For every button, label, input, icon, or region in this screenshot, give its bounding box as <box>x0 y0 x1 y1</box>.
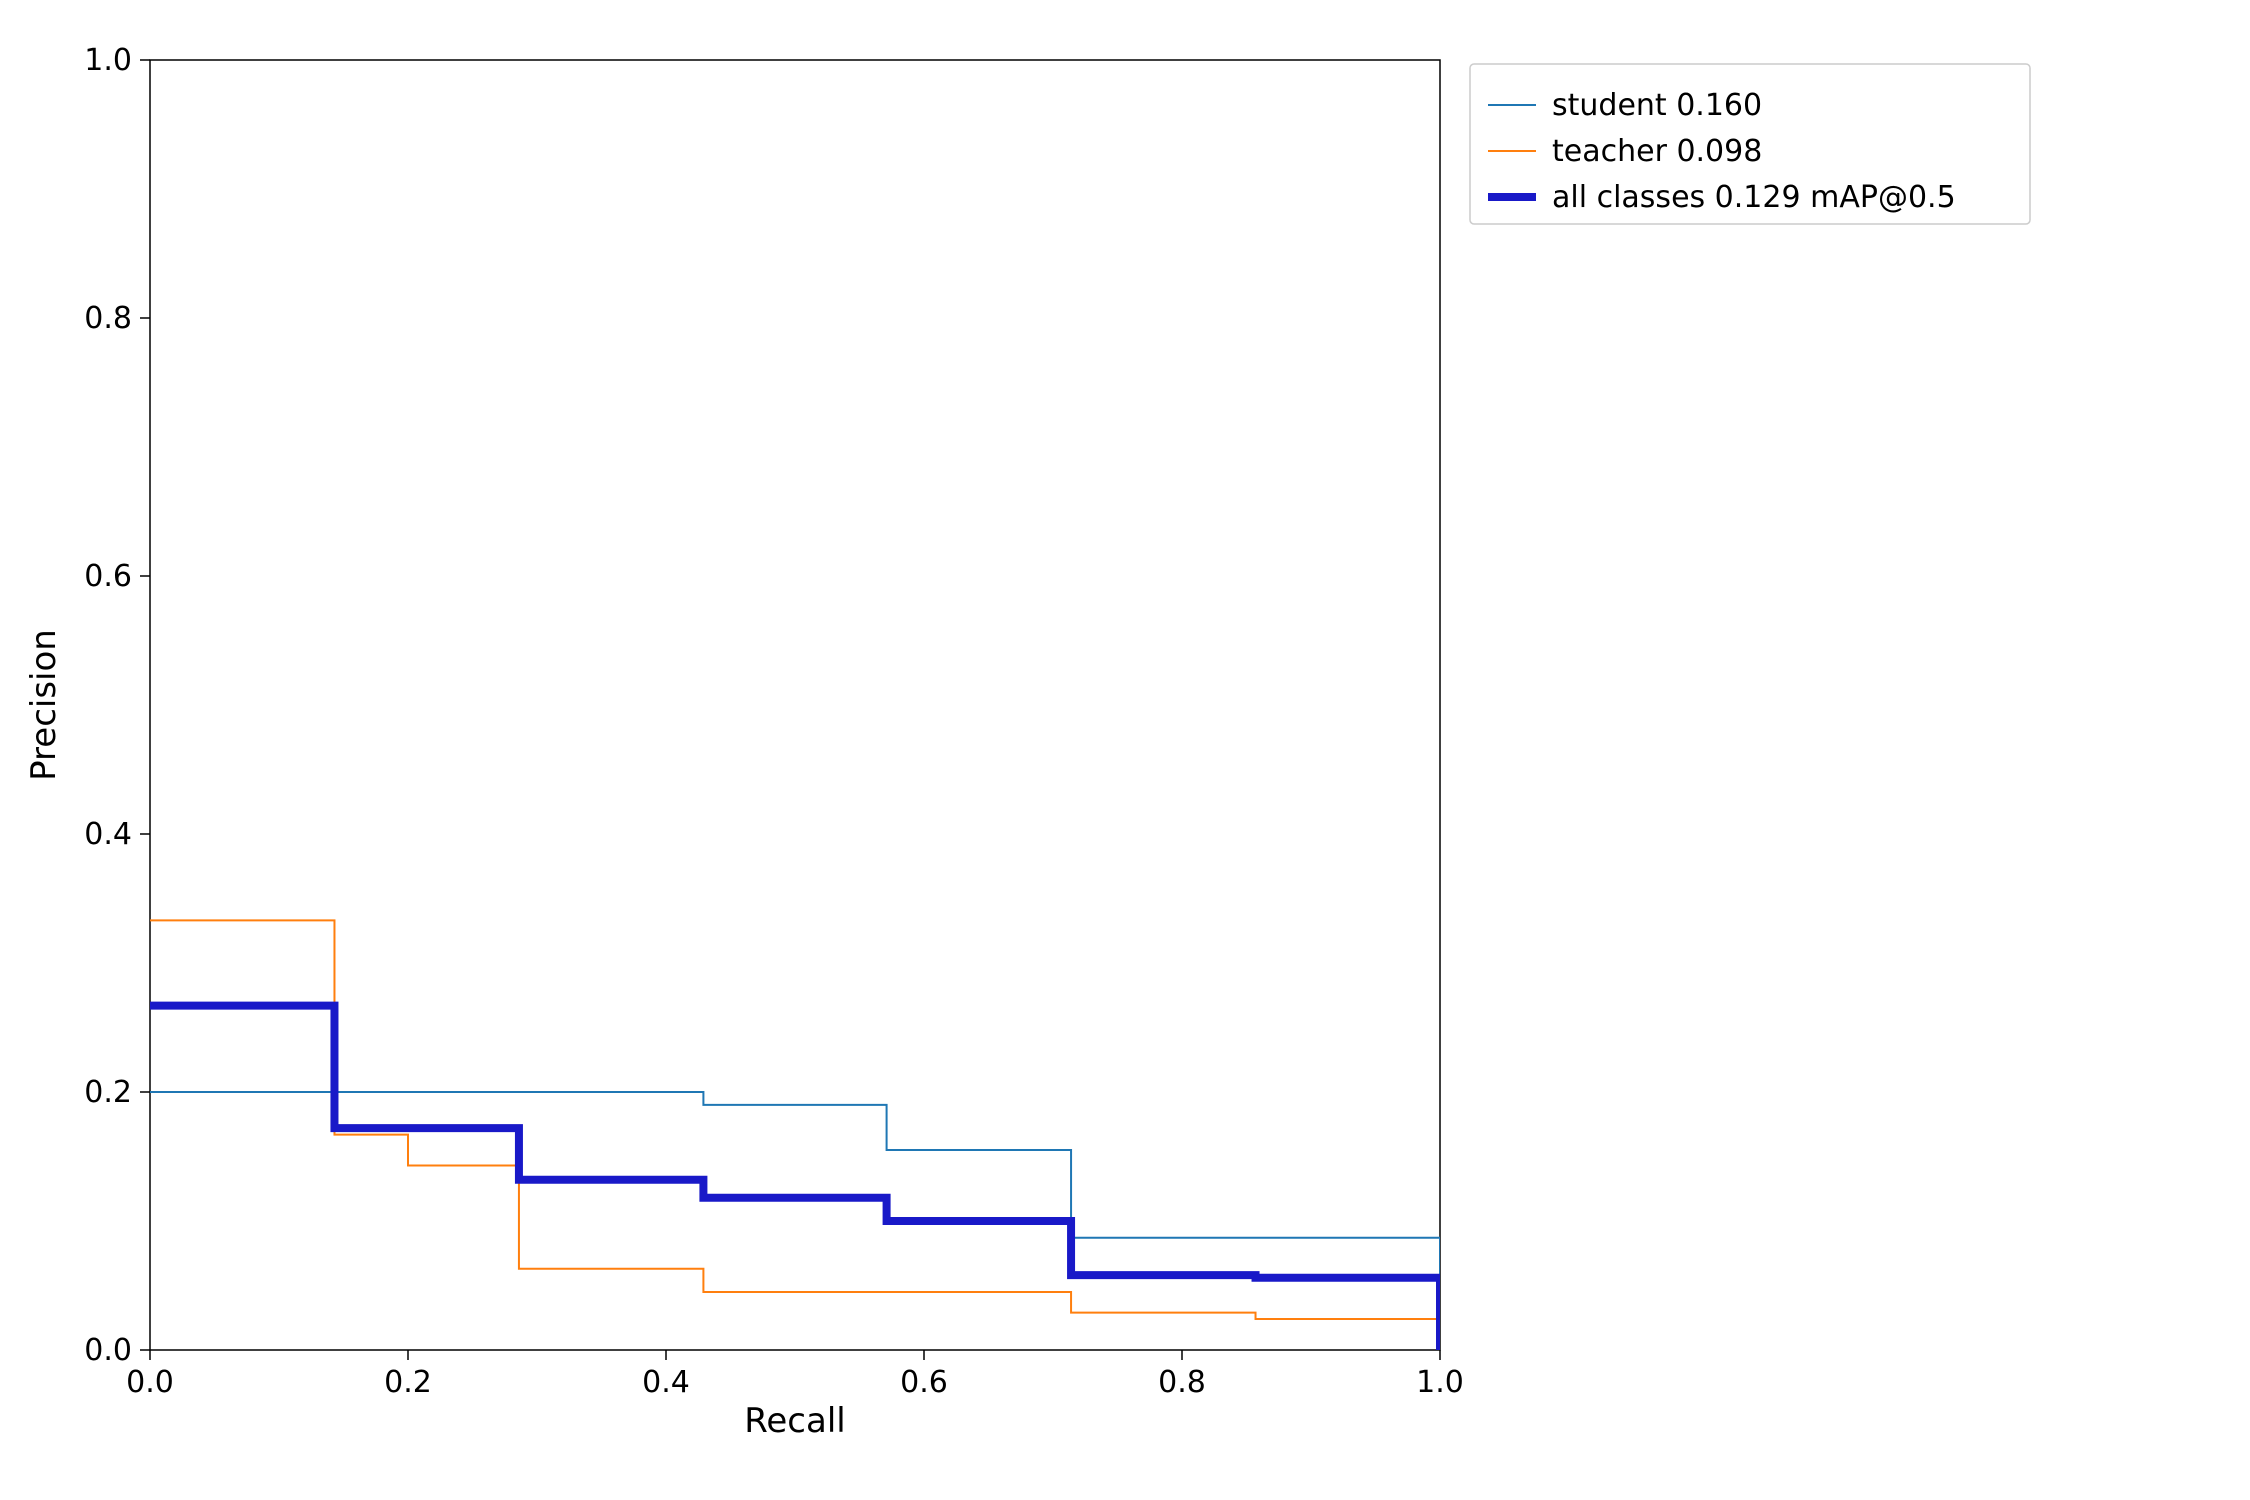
pr-curve-chart: 0.0 0.2 0.4 0.6 0.8 1.0 0.0 0.2 0.4 0.6 0.8 1.0 Reca… <box>0 0 2250 1500</box>
chart-svg: 0.0 0.2 0.4 0.6 0.8 1.0 0.0 0.2 0.4 0.6 0.8 1.0 Reca… <box>0 0 2250 1500</box>
x-axis-label: Recall <box>744 1401 845 1441</box>
legend-label-teacher: teacher 0.098 <box>1552 134 1762 169</box>
x-tick-label: 0.2 <box>384 1365 432 1400</box>
legend: student 0.160 teacher 0.098 all classes 0.… <box>1470 64 2030 224</box>
x-tick-label: 0.6 <box>900 1365 948 1400</box>
y-tick-label: 0.2 <box>84 1075 132 1110</box>
y-tick-label: 0.4 <box>84 817 132 852</box>
x-tick-label: 0.0 <box>126 1365 174 1400</box>
legend-label-student: student 0.160 <box>1552 88 1762 123</box>
x-tick-label: 0.8 <box>1158 1365 1206 1400</box>
x-tick-label: 0.4 <box>642 1365 690 1400</box>
x-tick-label: 1.0 <box>1416 1365 1464 1400</box>
y-tick-label: 0.0 <box>84 1333 132 1368</box>
y-tick-label: 0.8 <box>84 301 132 336</box>
legend-label-all-classes: all classes 0.129 mAP@0.5 <box>1552 180 1956 215</box>
y-tick-label: 0.6 <box>84 559 132 594</box>
y-tick-label: 1.0 <box>84 43 132 78</box>
y-axis-label: Precision <box>24 629 64 781</box>
